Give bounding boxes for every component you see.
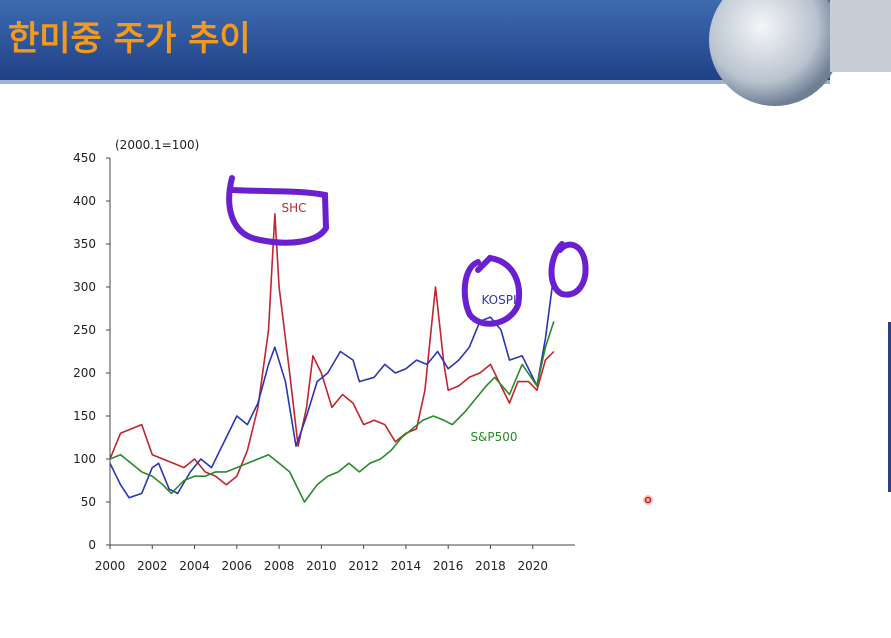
cursor-dot [644,496,652,504]
pen-circle [548,241,589,298]
series-label: SHC [281,201,306,215]
pen-annotations [226,175,589,327]
y-tick-label: 250 [73,323,96,337]
slide-title: 한미중 주가 추이 [8,19,251,59]
y-tick-label: 300 [73,280,96,294]
y-tick-label: 0 [88,538,96,552]
y-tick-label: 450 [73,151,96,165]
x-tick-label: 2006 [222,559,253,573]
y-tick-label: 50 [81,495,96,509]
header-rule [0,80,830,84]
series-line [109,213,555,486]
cursor-dot [643,495,653,505]
globe-image-2 [830,0,891,72]
x-tick-label: 2012 [348,559,379,573]
x-tick-label: 2020 [517,559,548,573]
y-tick-label: 150 [73,409,96,423]
y-tick-label: 400 [73,194,96,208]
x-tick-label: 2016 [433,559,464,573]
globe-image [709,0,841,106]
series-line [109,321,555,503]
y-axis-label: (2000.1=100) [115,138,199,152]
y-tick-label: 200 [73,366,96,380]
x-tick-label: 2000 [95,559,126,573]
edge-mark [888,322,891,492]
x-tick-label: 2008 [264,559,295,573]
series-label: KOSPI [481,293,516,307]
header-bar [0,0,830,82]
series-label: S&P500 [470,430,517,444]
x-tick-label: 2014 [391,559,422,573]
x-tick-label: 2004 [179,559,210,573]
x-tick-label: 2002 [137,559,168,573]
x-tick-label: 2010 [306,559,337,573]
y-tick-label: 350 [73,237,96,251]
pen-circle [226,175,330,246]
pen-circle [461,254,522,327]
plot: 0 50 100 150 200 250 300 350 400 450 2000 2002 2004 2… [73,151,575,573]
y-tick-label: 100 [73,452,96,466]
x-tick-label: 2018 [475,559,506,573]
